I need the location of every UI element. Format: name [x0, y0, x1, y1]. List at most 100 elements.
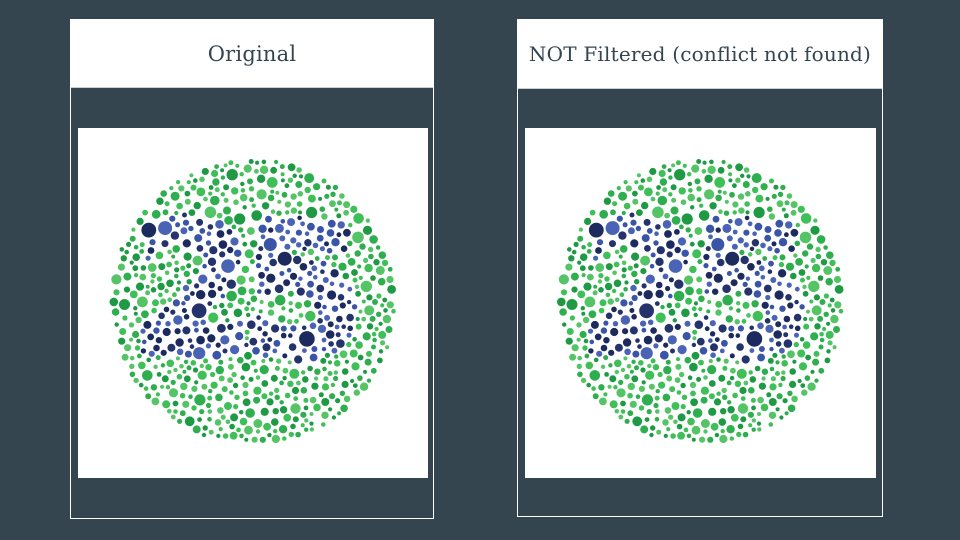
figure-dot	[202, 327, 210, 334]
figure-dot	[188, 225, 194, 232]
figure-dot	[263, 238, 277, 251]
background-dot	[180, 265, 186, 271]
figure-dot	[307, 280, 314, 288]
background-dot	[724, 199, 729, 204]
background-dot	[569, 315, 575, 321]
background-dot	[813, 350, 820, 357]
background-dot	[806, 275, 811, 280]
figure-dot	[637, 344, 642, 349]
background-dot	[371, 331, 377, 337]
figure-dot	[783, 332, 789, 338]
background-dot	[559, 308, 567, 316]
background-dot	[304, 418, 309, 423]
background-dot	[661, 164, 667, 169]
figure-dot	[230, 345, 240, 355]
background-dot	[129, 290, 138, 299]
figure-dot	[712, 215, 720, 223]
background-dot	[627, 392, 633, 399]
background-dot	[824, 357, 831, 364]
background-dot	[668, 192, 673, 197]
background-dot	[218, 359, 224, 365]
figure-dot	[721, 339, 728, 347]
background-dot	[281, 191, 288, 198]
background-dot	[331, 261, 337, 268]
background-dot	[592, 290, 598, 296]
background-dot	[810, 332, 819, 341]
figure-dot	[295, 229, 302, 236]
background-dot	[638, 184, 644, 191]
background-dot	[355, 341, 363, 349]
background-dot	[227, 377, 234, 383]
background-dot	[287, 290, 294, 297]
figure-dot	[190, 291, 195, 296]
figure-dot	[259, 281, 265, 287]
background-dot	[668, 308, 676, 316]
background-dot	[292, 173, 297, 178]
background-dot	[618, 379, 624, 385]
background-dot	[176, 373, 183, 380]
figure-dot	[173, 315, 183, 325]
figure-dot	[794, 332, 799, 338]
background-dot	[682, 163, 687, 168]
background-dot	[250, 295, 258, 303]
background-dot	[671, 163, 676, 168]
background-dot	[160, 363, 166, 368]
background-dot	[727, 400, 732, 405]
background-dot	[793, 253, 798, 258]
background-dot	[321, 422, 326, 427]
background-dot	[656, 185, 661, 190]
background-dot	[636, 209, 643, 216]
figure-dot	[767, 246, 773, 252]
background-dot	[248, 288, 255, 295]
background-dot	[255, 375, 261, 380]
background-dot	[247, 227, 255, 235]
background-dot	[235, 163, 240, 168]
background-dot	[717, 189, 722, 194]
background-dot	[632, 190, 638, 197]
background-dot	[577, 260, 582, 265]
figure-dot	[277, 251, 292, 266]
figure-dot	[765, 294, 771, 301]
background-dot	[579, 253, 588, 261]
background-dot	[599, 397, 607, 406]
background-dot	[234, 394, 240, 400]
figure-dot	[754, 270, 760, 276]
background-dot	[161, 375, 169, 383]
background-dot	[722, 394, 728, 400]
figure-dot	[237, 320, 243, 327]
background-dot	[742, 301, 750, 309]
background-dot	[275, 190, 280, 195]
background-dot	[268, 357, 274, 362]
figure-dot	[764, 234, 772, 242]
figure-dot	[299, 263, 308, 271]
background-dot	[244, 249, 254, 259]
background-dot	[179, 363, 184, 369]
background-dot	[375, 245, 381, 250]
figure-dot	[649, 263, 655, 269]
background-dot	[248, 276, 255, 283]
background-dot	[160, 298, 167, 305]
background-dot	[728, 172, 733, 177]
background-dot	[727, 406, 735, 414]
background-dot	[638, 385, 645, 392]
background-dot	[231, 187, 239, 195]
background-dot	[118, 337, 126, 345]
background-dot	[599, 209, 609, 219]
figure-dot	[285, 229, 291, 235]
figure-dot	[192, 320, 199, 327]
background-dot	[703, 375, 708, 380]
background-dot	[698, 210, 710, 221]
background-dot	[781, 354, 786, 359]
figure-dot	[346, 299, 352, 305]
figure-dot	[617, 309, 623, 315]
figure-dot	[271, 324, 280, 333]
background-dot	[251, 436, 258, 443]
background-dot	[669, 386, 676, 393]
background-dot	[178, 185, 185, 192]
background-dot	[611, 288, 617, 294]
background-dot	[747, 252, 753, 257]
background-dot	[577, 290, 586, 299]
background-dot	[781, 360, 788, 367]
figure-dot	[207, 224, 214, 230]
background-dot	[218, 427, 223, 432]
